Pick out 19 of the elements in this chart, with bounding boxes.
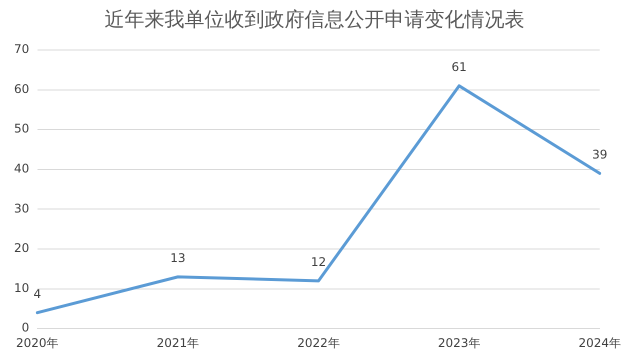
y-tick-label: 60 (14, 82, 30, 96)
y-tick-label: 0 (22, 320, 30, 335)
data-label: 13 (170, 250, 186, 265)
data-label: 61 (451, 60, 467, 74)
y-tick-label: 50 (14, 122, 30, 136)
x-tick-label: 2022年 (297, 336, 340, 350)
data-label: 4 (33, 286, 42, 301)
data-label: 12 (310, 254, 326, 269)
x-tick-label: 2020年 (16, 336, 59, 350)
y-tick-label: 70 (14, 42, 30, 56)
x-tick-label: 2021年 (156, 336, 200, 350)
y-tick-label: 30 (14, 201, 30, 216)
data-label: 39 (592, 148, 608, 162)
x-tick-label: 2023年 (438, 336, 480, 350)
y-tick-label: 20 (14, 241, 30, 256)
y-tick-label: 40 (14, 162, 30, 176)
chart-title: 近年来我单位收到政府信息公开申请变化情况表 (104, 6, 526, 33)
x-tick-label: 2024年 (578, 336, 622, 350)
y-tick-label: 10 (14, 280, 30, 295)
